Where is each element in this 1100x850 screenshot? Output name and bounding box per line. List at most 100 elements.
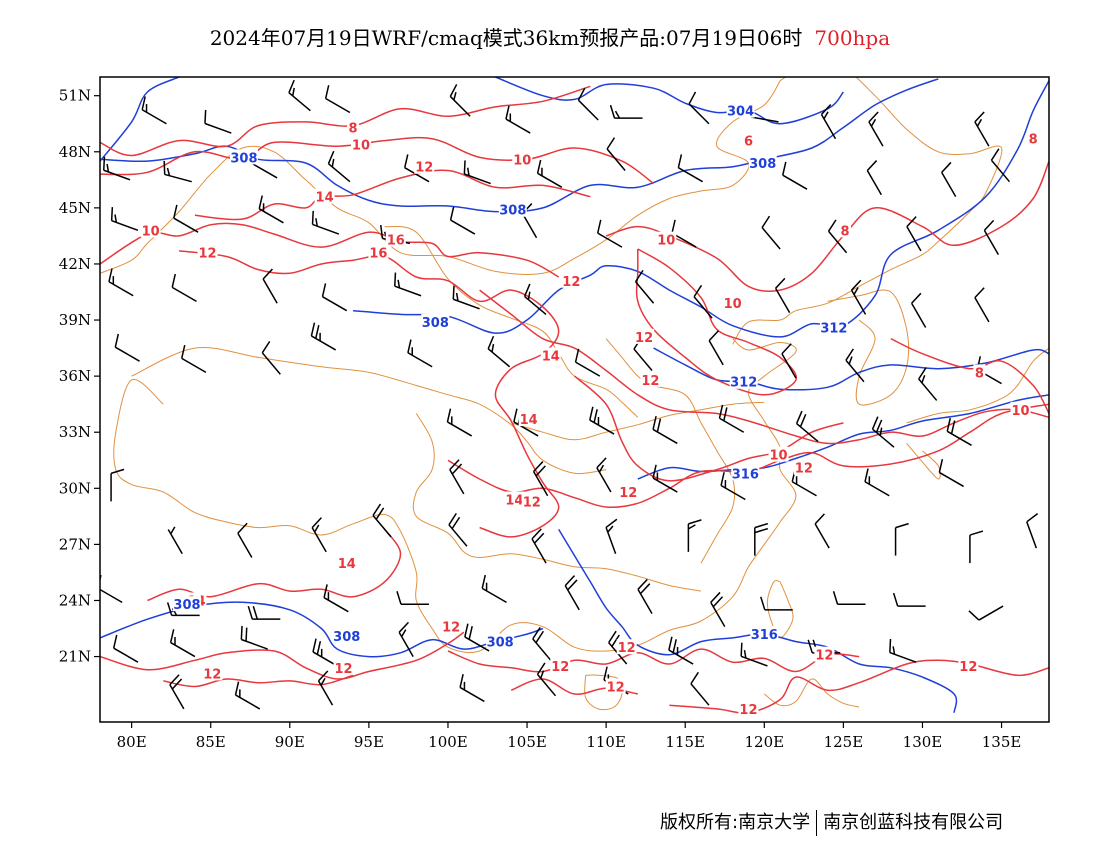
temperature-contour-label: 16 [387,234,405,249]
temperature-contour-label: 12 [523,495,541,510]
barb-feather [606,137,616,150]
barb-staff [782,174,808,190]
wind-barb [536,159,563,188]
barb-staff [322,296,348,312]
barb-feather [449,459,460,471]
barb-feather [315,218,318,227]
wind-barb [941,161,957,198]
wind-barb [448,512,468,547]
barb-feather [112,634,118,649]
temperature-contour [890,338,1049,414]
wind-barb [668,636,694,665]
wind-barb [983,219,1000,255]
temperature-contour-label: 10 [724,297,742,312]
barb-feather [596,457,607,469]
wind-barb [634,269,655,304]
wind-barb [990,148,1011,183]
wind-barb [918,367,938,401]
contour-label-bg [229,149,258,165]
contour-label-bg [1027,130,1040,146]
wind-barb [596,219,623,248]
wind-barb [820,103,837,140]
barb-feather [652,416,657,430]
barb-staff [404,167,430,183]
contour-label-bg [197,244,218,260]
contour-label-bg [332,628,361,643]
contour-label-bg [722,295,743,311]
barb-feather [321,283,327,297]
barb-feather [108,268,113,282]
contour-label-bg [202,665,223,681]
barb-feather [245,627,248,642]
barb-feather [740,642,743,657]
wind-barb [605,518,618,554]
map-title: 2024年07月19日WRF/cmaq模式36km预报产品:07月19日06时 7… [0,22,1100,51]
temperature-contour [447,403,1049,508]
barb-feather [106,163,110,173]
temperature-contour [447,648,860,673]
wind-barb [237,522,253,558]
barb-feather [850,279,862,291]
barb-feather [240,625,243,640]
barb-feather [799,413,807,428]
contour-label-bg [605,678,626,694]
contour-label-bg [512,151,533,167]
barb-feather [781,343,792,355]
barb-staff [688,103,710,125]
wind-barb [114,333,140,362]
contour-label-bg [498,201,527,217]
wind-barb [459,674,485,703]
contour-label-bg [333,659,354,675]
barb-staff [941,172,957,198]
barb-feather [614,110,621,119]
barb-feather [983,219,995,231]
barb-feather [533,532,545,544]
contour-label-bg [768,446,789,462]
wind-barb [564,575,580,611]
barb-feather [173,204,178,219]
barb-feather [671,219,676,234]
barb-feather [690,671,699,685]
barb-feather [324,85,330,99]
barb-feather [708,330,719,342]
wind-barb [814,513,830,549]
barb-feather [327,150,335,164]
temperature-contour-label: 12 [619,486,637,501]
wind-barb [889,638,917,663]
height-contour-label: 304 [727,105,754,120]
temperature-contour-label: 12 [551,660,569,675]
barb-feather [468,626,473,640]
temperature-contour-label: 12 [199,247,217,262]
footer-separator [816,810,818,836]
wind-barb [974,287,990,323]
wind-barb [938,459,964,488]
wind-barb [407,339,433,368]
wind-barb [637,578,653,614]
barb-staff [693,296,713,319]
barb-feather [449,206,455,221]
barb-feather [577,87,586,101]
wind-barb [110,207,139,232]
contour-label-bg [486,633,515,649]
lon-tick-label: 90E [275,733,305,751]
contour-label-bg [421,313,450,329]
temperature-contour-label: 12 [335,662,353,677]
temperature-contour-label: 14 [338,557,356,572]
barb-feather [252,605,259,620]
wind-barb [774,277,791,313]
height-contour-label: 308 [749,157,776,172]
contour-label-bg [742,132,755,148]
wind-barb [864,468,890,497]
barb-feather [938,459,944,473]
barb-feather [234,681,240,696]
barb-feather [261,340,271,354]
barb-feather [760,596,766,611]
barb-feather [312,638,317,653]
wind-barb [169,674,185,710]
wind-barb [596,457,612,493]
temperature-contour-label: 12 [203,667,221,682]
barb-feather [968,610,980,621]
lat-tick-label: 27N [59,535,91,553]
lon-tick-label: 125E [824,733,864,751]
